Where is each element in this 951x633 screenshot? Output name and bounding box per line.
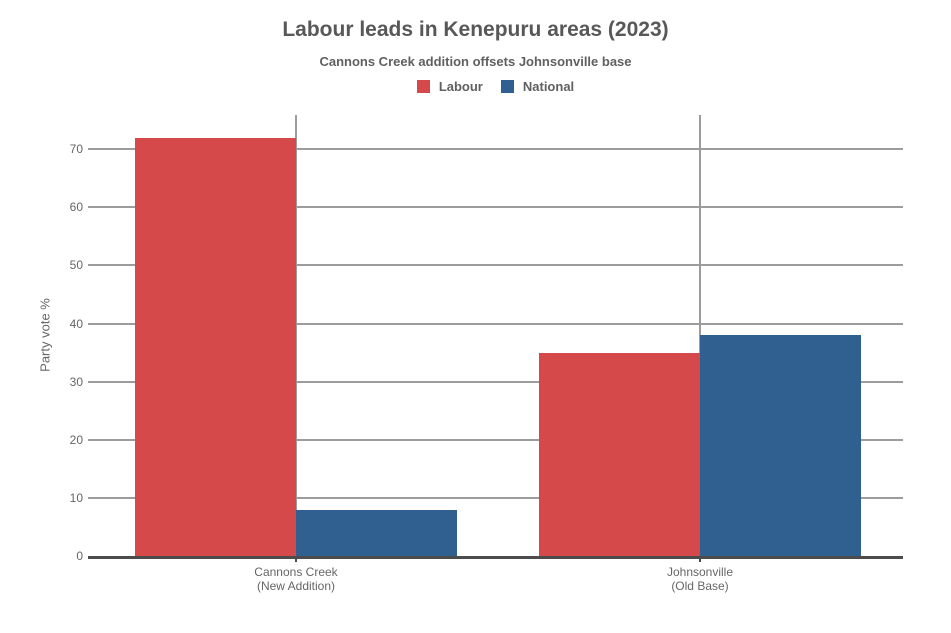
y-gridline [88,380,903,383]
y-tick-label: 0 [76,549,83,563]
legend-label: National [522,78,575,94]
x-axis-line [88,556,903,559]
chart-title: Labour leads in Kenepuru areas (2023) [282,18,669,41]
x-category-name: Cannons Creek [254,565,338,579]
y-tick-label: 20 [69,432,83,447]
x-category-subname: (Old Base) [671,579,729,593]
y-axis-title: Party vote % [37,298,53,372]
x-gridline [295,115,297,556]
y-tick-label: 10 [69,490,83,505]
legend-item-labour: Labour [416,78,483,94]
y-gridline [88,264,903,267]
y-tick-label: 50 [69,258,83,273]
y-gridline [88,206,903,209]
y-tick-label: 60 [69,200,83,215]
bar-labour-0 [135,137,296,556]
legend-label: Labour [438,78,483,94]
legend-swatch-labour [416,79,430,93]
x-category-name: Johnsonville [666,565,734,579]
y-gridline [88,438,903,441]
bar-labour-1 [539,352,700,556]
y-gridline [88,496,903,499]
legend-item-national: National [500,78,575,94]
y-tick-label: 30 [69,374,83,389]
x-category-label: Cannons Creek (New Addition) [146,565,446,593]
y-gridline [88,148,903,151]
y-gridline [88,322,903,325]
bar-national-0 [296,509,457,556]
bar-national-1 [700,335,861,556]
chart-subtitle: Cannons Creek addition offsets Johnsonvi… [319,54,632,69]
legend: Labour National [88,77,903,95]
y-tick-label: 40 [69,316,83,331]
x-tick-mark [295,556,297,562]
legend-swatch-national [500,79,514,93]
x-tick-mark [699,556,701,562]
y-tick-label: 70 [69,142,83,157]
x-category-subname: (New Addition) [256,579,336,593]
x-category-label: Johnsonville (Old Base) [550,565,850,593]
